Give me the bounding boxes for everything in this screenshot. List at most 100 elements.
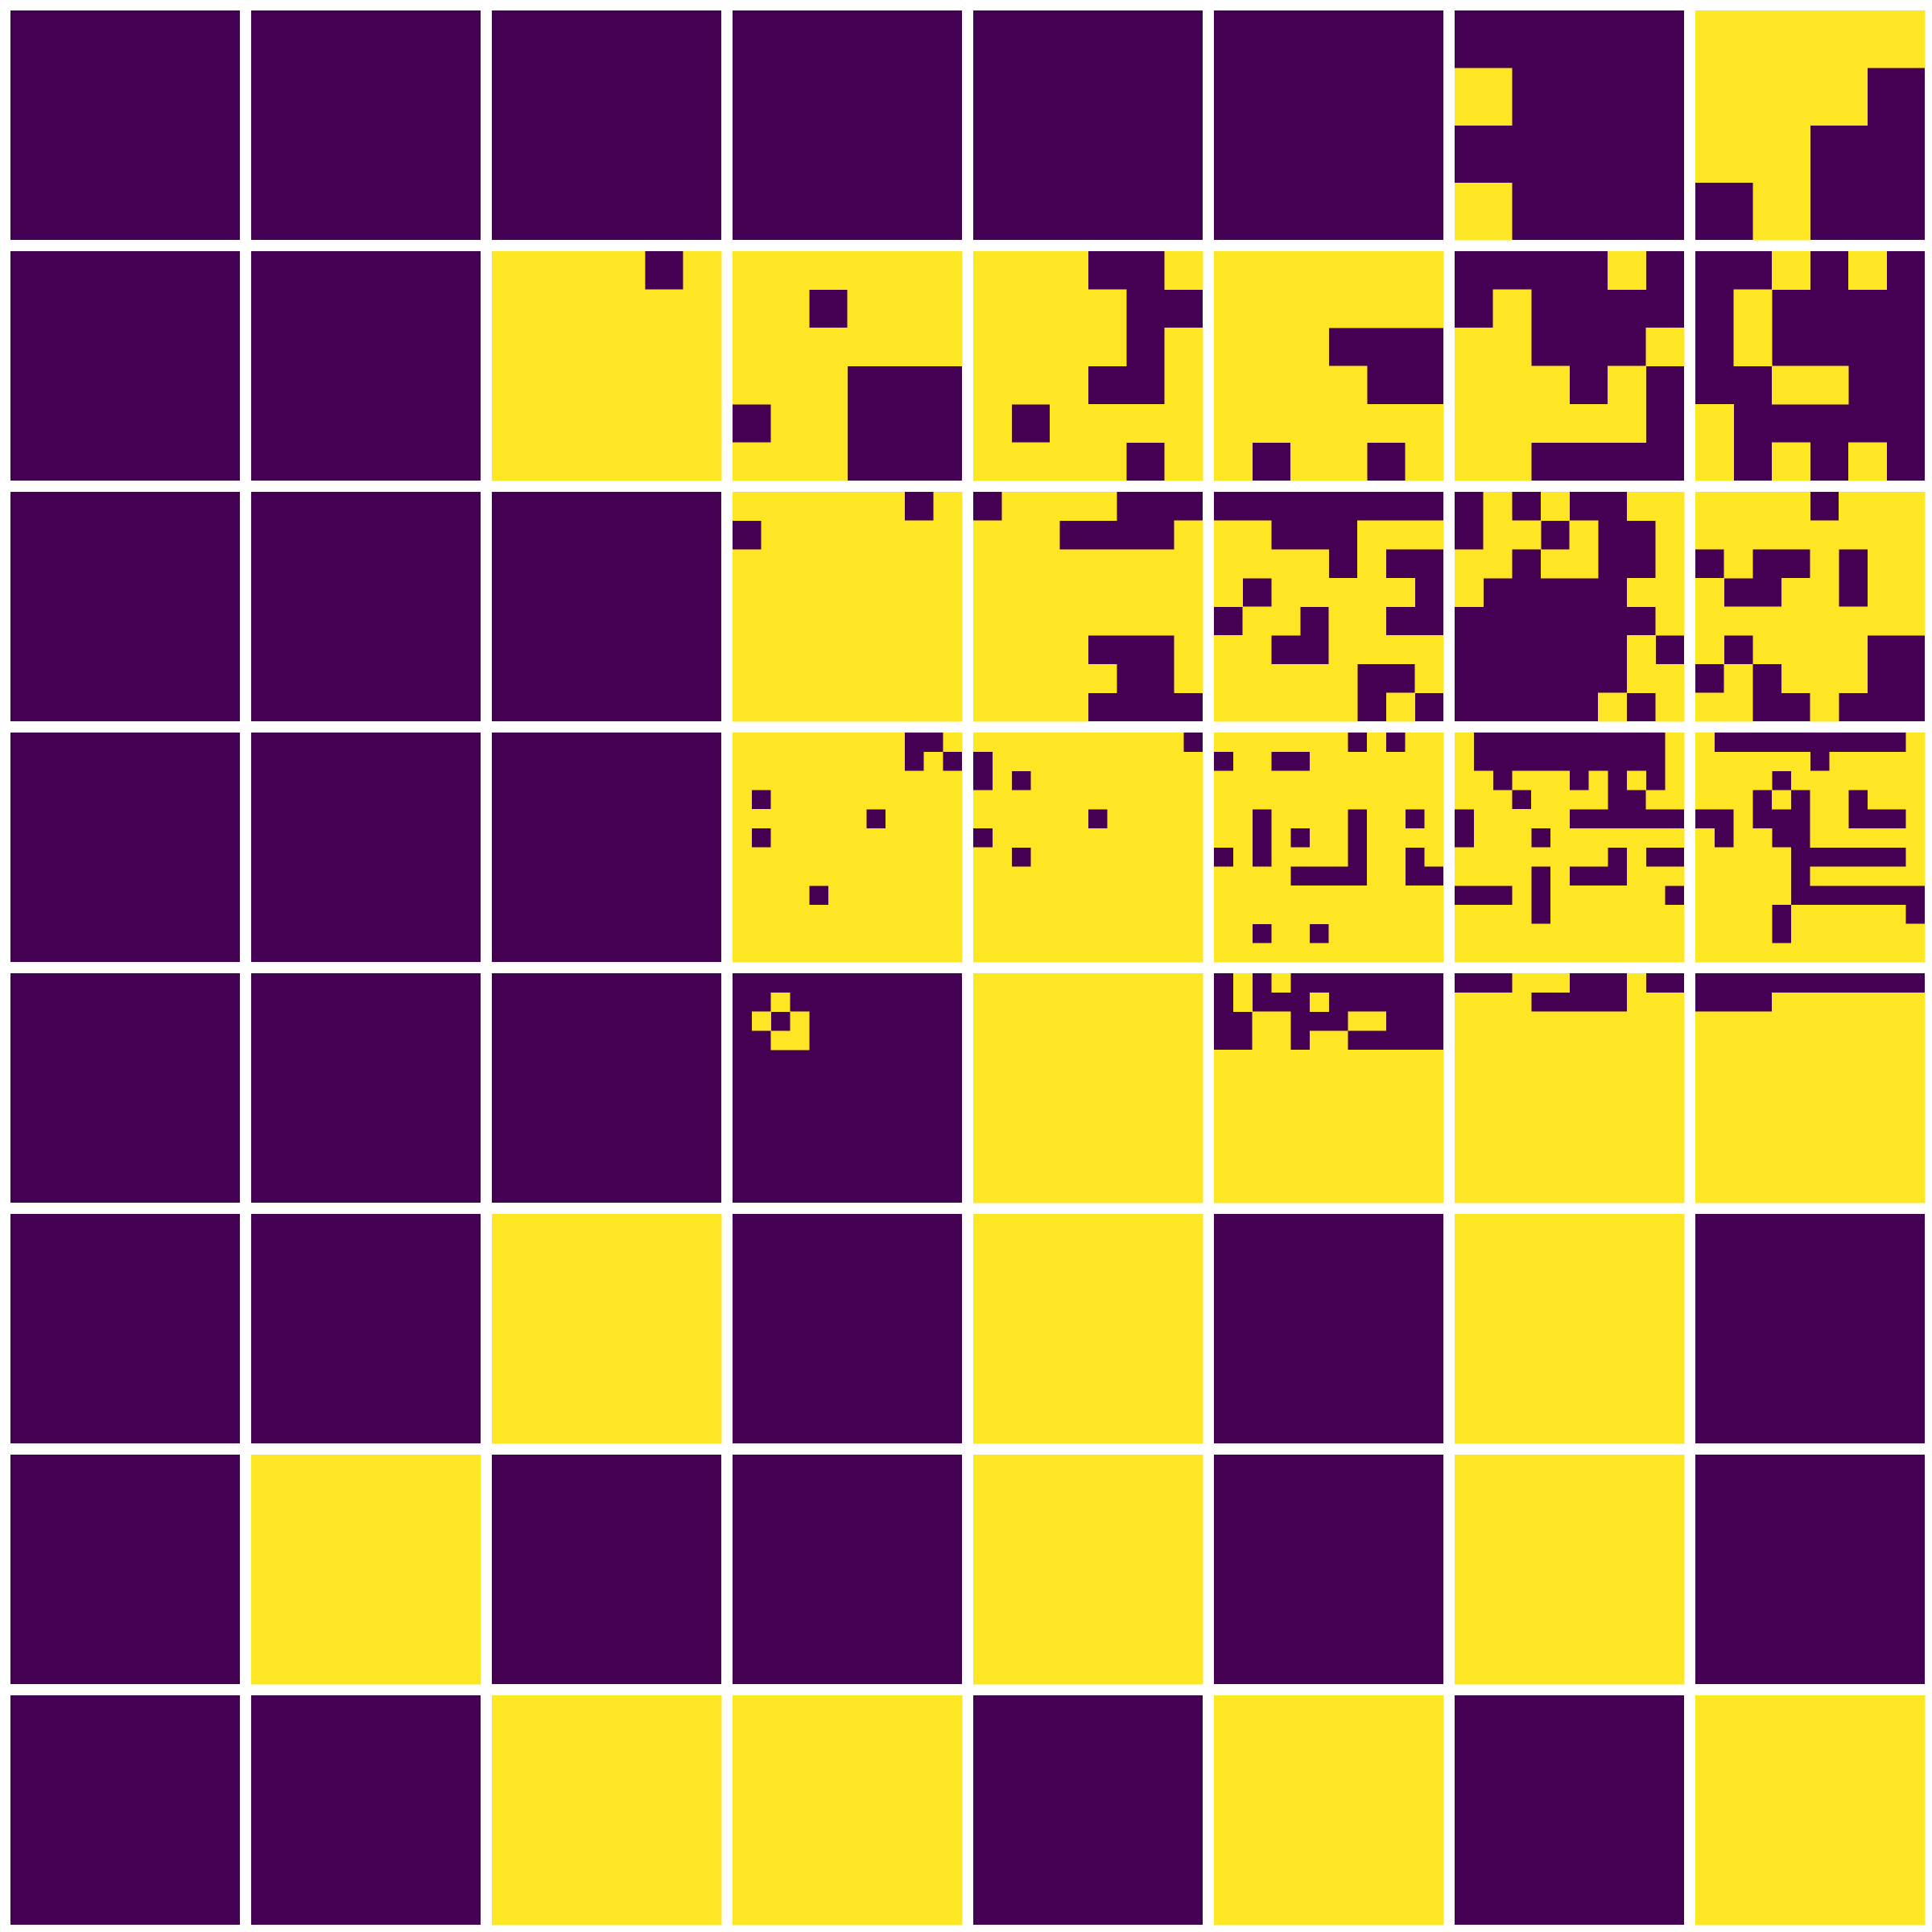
cell-on <box>790 692 819 722</box>
cell-on <box>1405 923 1425 943</box>
cell-on <box>1512 1164 1532 1184</box>
cell-on <box>568 1752 588 1773</box>
cell-on <box>1011 1512 1031 1532</box>
cell-on <box>828 770 848 791</box>
cell-on <box>1886 1030 1906 1051</box>
cell-on <box>770 847 791 867</box>
cell-on <box>1455 1328 1475 1348</box>
cell-on <box>1483 549 1513 579</box>
cell-on <box>530 1733 550 1753</box>
cell-on <box>530 1348 550 1368</box>
cell-on <box>1550 1164 1570 1184</box>
cell-on <box>289 1626 309 1646</box>
cell-on <box>1107 904 1127 924</box>
cell-on <box>1905 1068 1926 1088</box>
cell-on <box>1011 1645 1031 1666</box>
cell-on <box>1905 770 1926 791</box>
cell-on <box>923 828 943 848</box>
cell-on <box>1011 904 1031 924</box>
cell-on <box>847 251 886 290</box>
panel-r1-c4 <box>733 10 962 240</box>
cell-on <box>549 1867 569 1887</box>
panel-r6-c8 <box>1695 1214 1925 1443</box>
cell-on <box>1492 442 1532 481</box>
cell-on <box>1126 1011 1146 1031</box>
cell-on <box>1733 790 1753 810</box>
cell-on <box>1183 1550 1203 1570</box>
cell-on <box>1214 442 1253 481</box>
cell-on <box>1455 365 1493 405</box>
cell-on <box>733 289 771 328</box>
cell-on <box>1271 828 1291 848</box>
cell-on <box>1772 1107 1792 1127</box>
cell-on <box>1695 125 1753 184</box>
cell-on <box>1145 828 1165 848</box>
cell-on <box>1886 943 1906 963</box>
cell-on <box>809 1733 829 1753</box>
cell-on <box>973 328 1012 366</box>
cell-on <box>1626 1271 1646 1291</box>
cell-on <box>1492 1348 1513 1368</box>
cell-on <box>530 1790 550 1810</box>
cell-on <box>289 1455 309 1475</box>
cell-on <box>1608 1550 1628 1570</box>
cell-on <box>1126 973 1146 993</box>
cell-on <box>1512 1252 1532 1272</box>
cell-on <box>1183 847 1203 867</box>
cell-on <box>1214 1088 1234 1108</box>
cell-on <box>1405 1772 1425 1792</box>
cell-on <box>1455 1512 1475 1532</box>
cell-on <box>866 1695 886 1715</box>
cell-on <box>886 1867 906 1887</box>
panel-background <box>251 251 481 481</box>
cell-on <box>1050 1492 1070 1513</box>
cell-on <box>683 1252 703 1272</box>
cell-on <box>1059 577 1088 607</box>
cell-on <box>1695 866 1715 886</box>
cell-on <box>733 365 771 405</box>
cell-on <box>606 1405 626 1425</box>
cell-on <box>1886 1183 1906 1203</box>
cell-on <box>809 847 829 867</box>
cell-on <box>1473 1492 1493 1513</box>
cell-on <box>1886 1867 1906 1887</box>
cell-on <box>1455 1645 1475 1666</box>
panel-r5-c1 <box>10 973 240 1203</box>
cell-on <box>1183 1608 1203 1628</box>
cell-on <box>1309 904 1329 924</box>
cell-on <box>1328 289 1368 328</box>
cell-on <box>790 1733 810 1753</box>
cell-on <box>1588 1145 1608 1165</box>
cell-on <box>1424 1829 1444 1849</box>
cell-on <box>1309 1050 1329 1070</box>
cell-on <box>1030 1348 1051 1368</box>
cell-on <box>1405 1848 1425 1868</box>
cell-on <box>1695 492 1725 522</box>
cell-on <box>1271 1810 1291 1830</box>
cell-on <box>1905 828 1926 848</box>
cell-on <box>328 1550 348 1570</box>
cell-on <box>442 1492 462 1513</box>
cell-on <box>1367 1886 1387 1906</box>
cell-on <box>1309 770 1329 791</box>
cell-on <box>1626 1328 1646 1348</box>
cell-on <box>1626 1107 1646 1127</box>
cell-on <box>1839 606 1868 636</box>
cell-on <box>1030 1405 1051 1425</box>
cell-on <box>1473 1309 1493 1329</box>
cell-on <box>1145 606 1174 636</box>
cell-on <box>1848 1790 1868 1810</box>
cell-on <box>1772 1886 1792 1906</box>
cell-on <box>625 1733 646 1753</box>
cell-on <box>828 1790 848 1810</box>
cell-on <box>1473 1145 1493 1165</box>
cell-on <box>328 1569 348 1589</box>
cell-on <box>702 1309 722 1329</box>
cell-on <box>733 1733 753 1753</box>
cell-on <box>328 1473 348 1493</box>
cell-on <box>1790 1050 1810 1070</box>
cell-on <box>1886 1752 1906 1773</box>
cell-on <box>1059 692 1088 722</box>
cell-on <box>1810 1714 1830 1734</box>
cell-on <box>1059 492 1088 522</box>
